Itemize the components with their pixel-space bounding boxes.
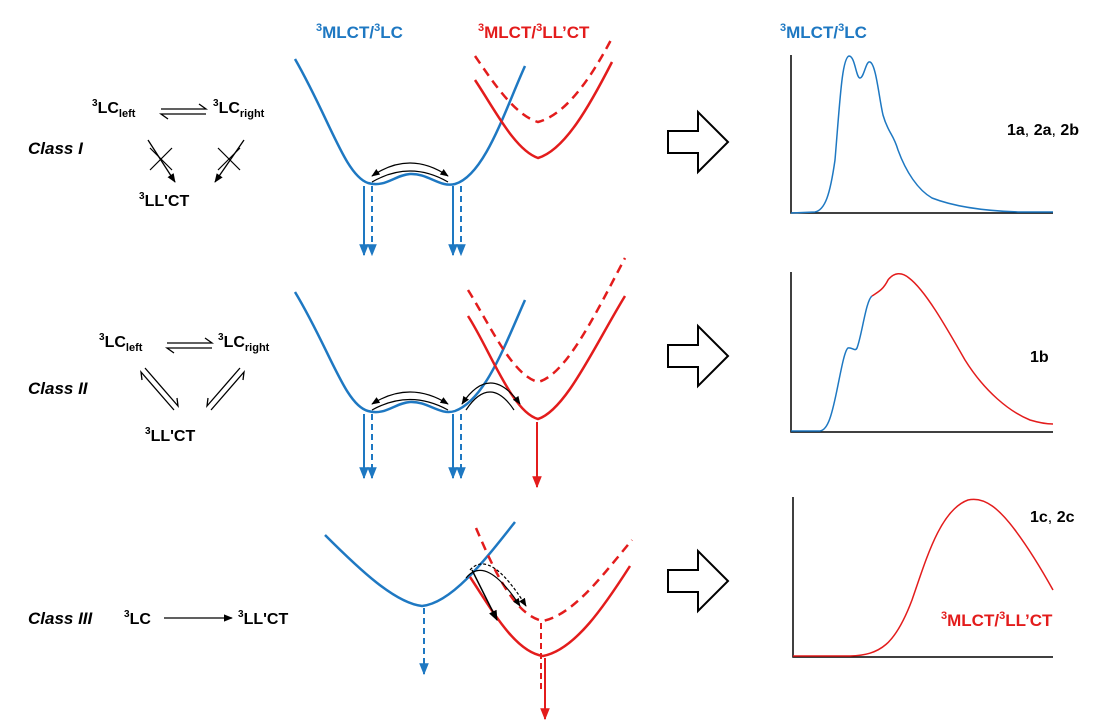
- emission-spectrum-curve-blue: [791, 295, 873, 432]
- class-3-label: Class III: [28, 609, 94, 628]
- double-well-potential-curve: [293, 291, 527, 414]
- parabola-potential-curve-blue: [324, 521, 516, 608]
- class-2-state-right: 3LCright: [218, 332, 270, 354]
- class-1-compounds: 1a, 2a, 2b: [1007, 122, 1079, 139]
- parabola-potential-curve: [468, 565, 632, 658]
- header-blue-label: 3MLCT/3LC: [316, 22, 403, 42]
- parabola-potential-curve-dashed: [466, 257, 627, 384]
- spectrum-2: 1b: [790, 272, 1054, 433]
- emission-spectrum-curve-red: [871, 273, 1054, 425]
- double-well-potential-curve: [293, 58, 527, 186]
- hollow-right-arrow-icon: [667, 323, 730, 389]
- class-3-spectrum-label: 3MLCT/3LL’CT: [941, 610, 1053, 630]
- parabola-potential-curve-dashed: [473, 37, 614, 124]
- emission-spectrum-curve: [793, 498, 1054, 657]
- spectrum-1: 1a, 2a, 2b: [790, 55, 1079, 214]
- class-2-compounds: 1b: [1030, 349, 1049, 366]
- class-3-state-left: 3LC: [124, 609, 151, 628]
- spectrum-header-label: 3MLCT/3LC: [780, 22, 867, 42]
- class-2-state-left: 3LCleft: [99, 332, 143, 354]
- class-2-scheme: 3LCleft 3LCright 3LL'CT: [99, 332, 270, 445]
- class-1-potential-diagram: [293, 37, 614, 257]
- class-1-scheme: 3LCleft 3LCright 3LL'CT: [92, 98, 265, 210]
- class-1-state-bottom: 3LL'CT: [139, 191, 189, 210]
- class-1-label: Class I: [28, 139, 84, 158]
- spectrum-3: 1c, 2c 3MLCT/3LL’CT: [792, 497, 1075, 658]
- class-3-compounds: 1c, 2c: [1030, 509, 1075, 526]
- parabola-potential-curve-dashed: [474, 527, 633, 623]
- class-3-scheme: 3LC 3LL'CT: [124, 609, 288, 628]
- class-1-state-right: 3LCright: [213, 98, 265, 120]
- hollow-right-arrow-icon: [667, 548, 730, 614]
- class-1-state-left: 3LCleft: [92, 98, 136, 120]
- blocked-cross-icon: [149, 147, 241, 171]
- hollow-right-arrow-icon: [667, 109, 730, 175]
- class-3-potential-diagram: [324, 521, 633, 720]
- class-3-state-right: 3LL'CT: [238, 609, 288, 628]
- class-2-label: Class II: [28, 379, 89, 398]
- parabola-potential-curve: [473, 61, 614, 160]
- class-2-state-bottom: 3LL'CT: [145, 426, 195, 445]
- header-red-label: 3MLCT/3LL’CT: [478, 22, 590, 42]
- spectrum-3-axes: [792, 497, 1053, 658]
- class-2-potential-diagram: [293, 257, 627, 489]
- parabola-potential-curve: [466, 295, 627, 421]
- spectrum-2-axes: [790, 272, 1053, 433]
- emission-spectrum-curve: [790, 55, 1053, 214]
